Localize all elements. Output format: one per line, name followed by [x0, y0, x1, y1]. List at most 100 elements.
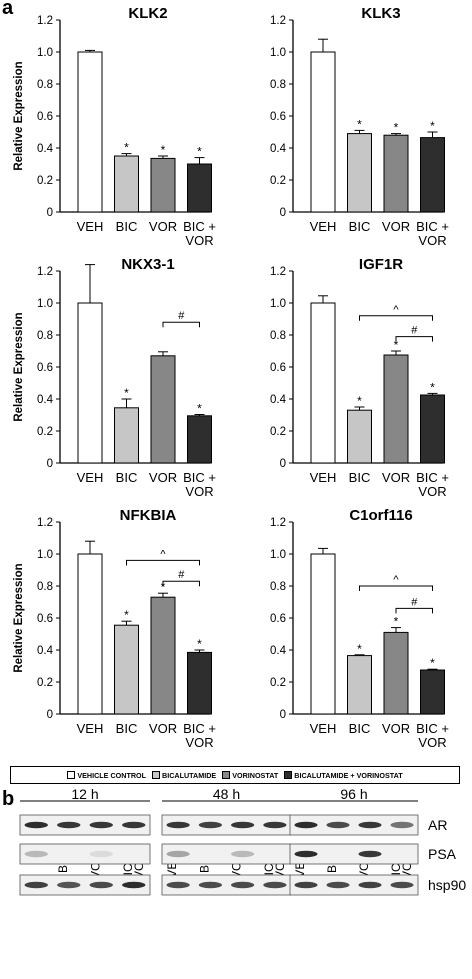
y-tick-label: 1.2: [270, 517, 286, 529]
bracket-label: #: [411, 325, 418, 337]
blot-group-1: 48 hVEHBICVORBIC +VOR: [161, 789, 292, 896]
bar: [383, 134, 409, 213]
blot-band: [122, 881, 146, 889]
significance-bracket: [359, 585, 433, 591]
significance-star: *: [197, 402, 202, 416]
bar: [77, 302, 103, 464]
significance-star: *: [197, 145, 202, 159]
protein-label: AR: [428, 817, 447, 833]
bar: [114, 624, 139, 715]
blot-band: [231, 881, 255, 889]
significance-star: *: [124, 386, 129, 400]
chart-1: 0 0.2 0.4 0.6 0.8 1.0 1.2 KLK3 * * * VEH BIC VOR BIC +…: [270, 5, 449, 248]
category-label: VOR: [382, 721, 410, 736]
y-tick-label: 0.2: [270, 426, 286, 438]
y-tick-label: 1.0: [37, 549, 53, 561]
chart-4: 0 0.2 0.4 0.6 0.8 1.0 1.2 Relative Expression NF…: [13, 507, 216, 750]
y-axis-label: Relative Expression: [13, 563, 25, 672]
blot-band: [358, 821, 382, 829]
legend-item: BICALUTAMIDE: [152, 771, 216, 780]
significance-star: *: [394, 615, 399, 629]
chart-title: IGF1R: [359, 256, 403, 273]
blot-band: [263, 821, 287, 829]
y-tick-label: 0: [280, 458, 286, 470]
legend-label: VORINOSTAT: [232, 770, 279, 780]
y-tick-label: 0.8: [37, 330, 53, 342]
category-label: VEH: [310, 219, 337, 234]
y-tick-label: 0: [47, 709, 53, 721]
chart-title: KLK3: [361, 5, 400, 22]
bracket-label: #: [178, 569, 185, 581]
blot-band: [57, 821, 81, 829]
bar: [383, 354, 409, 464]
y-tick-label: 0.2: [37, 175, 53, 187]
significance-star: *: [161, 143, 166, 157]
significance-bracket: [126, 559, 200, 566]
y-tick-label: 1.2: [37, 517, 53, 529]
bar: [187, 651, 212, 715]
category-label: BIC + VOR: [416, 721, 449, 750]
blot-band: [294, 850, 318, 858]
y-tick-label: 0.2: [37, 426, 53, 438]
blot-band: [166, 881, 190, 889]
significance-bracket: [395, 336, 433, 342]
y-tick-label: 0.4: [37, 645, 54, 657]
significance-star: *: [124, 608, 129, 622]
chart-title: NKX3-1: [121, 256, 174, 273]
chart-title: C1orf116: [349, 507, 412, 524]
blot-strip: [19, 843, 151, 865]
blot-group-2: 96 hVEHBICVORBIC +VOR: [289, 789, 419, 896]
bar: [150, 355, 176, 464]
blot-band: [166, 821, 190, 829]
y-tick-label: 0.4: [270, 143, 287, 155]
category-label: VOR: [149, 470, 177, 485]
significance-bracket: [162, 321, 200, 328]
bar: [77, 553, 103, 715]
category-label: BIC + VOR: [183, 721, 216, 750]
legend-item: VEHICLE CONTROL: [67, 771, 146, 780]
significance-star: *: [430, 380, 435, 394]
y-tick-label: 0.8: [270, 330, 286, 342]
category-label: BIC + VOR: [183, 219, 216, 248]
y-tick-label: 1.0: [37, 298, 53, 310]
bar: [347, 133, 372, 213]
category-label: BIC: [349, 721, 371, 736]
significance-star: *: [430, 656, 435, 670]
category-label: VEH: [77, 721, 104, 736]
bar: [150, 596, 176, 715]
blot-band: [294, 821, 318, 829]
bar: [347, 655, 372, 715]
bracket-label: ^: [160, 548, 166, 560]
blot-band: [57, 881, 81, 889]
y-tick-label: 0: [47, 207, 53, 219]
category-label: BIC: [116, 219, 138, 234]
y-tick-label: 0.4: [270, 394, 287, 406]
blot-band: [231, 821, 255, 829]
category-label: VOR: [382, 470, 410, 485]
y-axis-label: Relative Expression: [13, 312, 25, 421]
y-tick-label: 0.2: [270, 677, 286, 689]
category-label: BIC + VOR: [416, 470, 449, 499]
bar: [310, 553, 336, 715]
significance-star: *: [357, 117, 362, 131]
blot-strip: [289, 814, 419, 836]
y-tick-label: 0.8: [270, 79, 286, 91]
category-label: BIC: [349, 470, 371, 485]
blot-band: [89, 881, 113, 889]
panel-a-letter: a: [2, 0, 14, 19]
timepoint-label: 12 h: [71, 789, 98, 802]
category-label: VEH: [77, 470, 104, 485]
bar: [383, 631, 409, 715]
blot-strip: [289, 843, 419, 865]
protein-label: hsp90: [428, 877, 466, 893]
blot-band: [358, 850, 382, 858]
legend-label: VEHICLE CONTROL: [77, 770, 147, 780]
bar-charts: 0 0.2 0.4 0.6 0.8 1.0 1.2 Relative Expression KL…: [13, 5, 449, 750]
y-tick-label: 1.2: [270, 15, 286, 27]
y-tick-label: 0.4: [37, 143, 54, 155]
chart-title: KLK2: [128, 5, 167, 22]
blot-strip: [19, 814, 151, 836]
legend-label: BICALUTAMIDE + VORINOSTAT: [294, 770, 403, 780]
bar: [420, 394, 445, 464]
